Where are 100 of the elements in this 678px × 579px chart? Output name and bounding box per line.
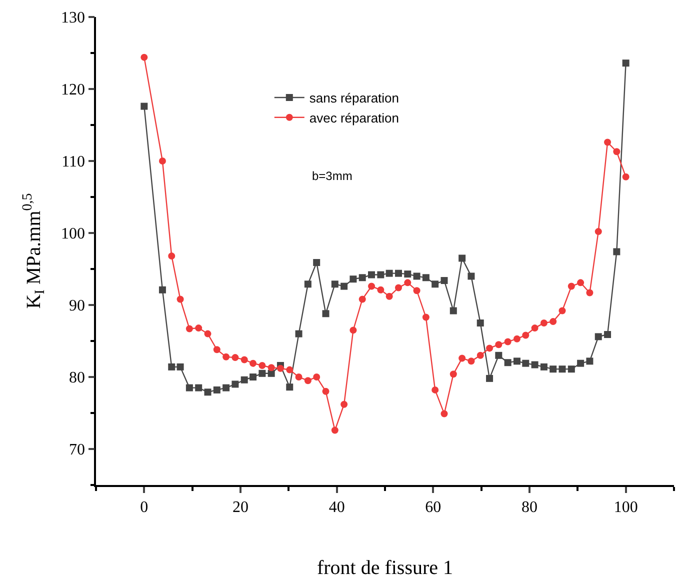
point (340, 400, 348, 408)
point (286, 384, 294, 391)
point (195, 324, 202, 332)
point (186, 325, 193, 332)
point (394, 270, 402, 277)
point (140, 54, 148, 61)
point (350, 326, 357, 334)
point (440, 277, 448, 284)
point (404, 279, 412, 286)
point (531, 324, 538, 332)
point (276, 364, 284, 372)
point (386, 292, 393, 300)
point (468, 358, 475, 365)
point (513, 335, 520, 342)
point (422, 274, 430, 282)
point (550, 366, 557, 373)
point (222, 384, 230, 392)
point (176, 296, 184, 303)
y-tick-label: 130 (61, 10, 86, 27)
point (594, 228, 602, 236)
point (613, 148, 620, 156)
point (568, 366, 575, 373)
point (222, 353, 230, 360)
point (313, 374, 320, 380)
y-tick-label: 100 (61, 226, 86, 243)
x-tick-label: 20 (232, 498, 248, 516)
point (350, 276, 357, 283)
point (458, 254, 466, 262)
point (340, 282, 348, 290)
point (368, 271, 376, 278)
y-tick-label: 110 (62, 154, 86, 171)
point (377, 271, 384, 278)
point (577, 279, 584, 286)
x-tick-label: 100 (614, 498, 638, 516)
point (450, 370, 457, 378)
y-tick-label: 120 (61, 82, 86, 99)
point (476, 352, 484, 359)
point (358, 274, 366, 282)
point (322, 388, 330, 395)
point (250, 374, 257, 380)
point (295, 374, 302, 380)
point (286, 366, 294, 374)
point (486, 374, 494, 382)
point (377, 286, 384, 294)
point (550, 318, 557, 326)
point (258, 370, 266, 377)
point (450, 307, 457, 314)
point (386, 270, 393, 277)
point (240, 376, 248, 384)
point (495, 352, 502, 359)
point (513, 358, 520, 365)
x-axis-title: front de fissure 1 (316, 556, 454, 579)
point (250, 360, 257, 367)
point (232, 380, 239, 388)
point (158, 286, 166, 294)
point (322, 310, 330, 318)
point (204, 330, 212, 338)
point (495, 341, 502, 348)
point (558, 307, 566, 314)
point (304, 280, 312, 288)
point (422, 314, 430, 321)
point (440, 410, 448, 418)
point (204, 388, 212, 396)
point (331, 280, 338, 288)
x-tick-label: 80 (522, 498, 538, 516)
point (295, 330, 302, 338)
point (268, 364, 275, 372)
point (622, 60, 630, 67)
point (158, 158, 166, 164)
point (540, 320, 548, 326)
point (195, 384, 202, 392)
point (358, 296, 366, 303)
point (468, 272, 475, 280)
point (586, 289, 594, 296)
point (540, 363, 548, 370)
point (404, 270, 412, 278)
point (604, 138, 612, 146)
point (168, 363, 176, 370)
point (186, 384, 193, 392)
y-tick-label: 90 (69, 298, 86, 315)
point (568, 282, 575, 290)
point (258, 362, 266, 369)
x-tick-label: 40 (328, 498, 345, 516)
point (458, 354, 466, 362)
annotation: b=3mm (312, 169, 352, 183)
point (504, 359, 512, 366)
point (176, 363, 184, 370)
point (394, 284, 402, 292)
point (240, 356, 248, 364)
point (622, 173, 630, 180)
point (331, 426, 338, 434)
point (268, 370, 275, 377)
y-tick-label: 70 (69, 442, 86, 459)
point (432, 280, 439, 288)
point (232, 354, 239, 362)
point (558, 366, 566, 373)
point (213, 386, 220, 394)
point (613, 248, 620, 256)
x-tick-label: 0 (140, 498, 148, 516)
legend-label: sans réparation (309, 90, 400, 106)
